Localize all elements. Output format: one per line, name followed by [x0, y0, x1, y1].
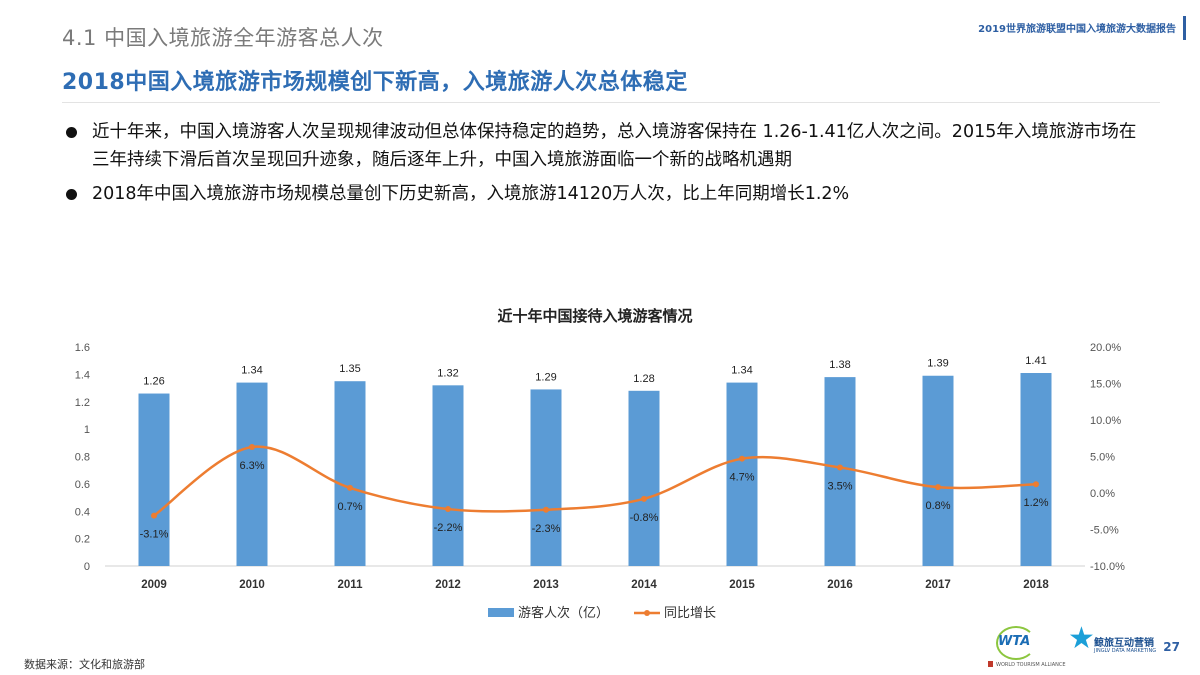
legend-line-label: 同比增长 [664, 605, 716, 620]
bar [726, 382, 758, 566]
wta-logo: WTA WORLD TOURISM ALLIANCE [988, 626, 1066, 670]
bar [824, 377, 856, 566]
report-tag: 2019世界旅游联盟中国入境旅游大数据报告 [978, 24, 1176, 35]
bar [236, 382, 268, 566]
x-tick-label: 2014 [631, 579, 657, 591]
bar [432, 385, 464, 566]
growth-point [1033, 481, 1039, 488]
bar-value-label: 1.39 [927, 358, 948, 370]
y-left-tick-label: 0.8 [75, 452, 90, 464]
growth-point [935, 484, 941, 491]
growth-point [739, 455, 745, 462]
jinglv-logo-name: 鲸旅互动营销 [1094, 638, 1154, 649]
header-divider [62, 102, 1160, 103]
y-right-tick-label: 15.0% [1090, 379, 1121, 391]
bar [334, 381, 366, 566]
x-tick-label: 2009 [141, 579, 167, 591]
x-tick-label: 2016 [827, 579, 853, 591]
report-tag-bar [1183, 16, 1186, 40]
y-left-tick-label: 1.2 [75, 397, 90, 409]
bar [922, 375, 954, 566]
bar-value-label: 1.29 [535, 371, 556, 383]
x-tick-label: 2010 [239, 579, 265, 591]
y-right-tick-label: -10.0% [1090, 561, 1125, 573]
chart-title: 近十年中国接待入境游客情况 [497, 307, 692, 325]
growth-value-label: -3.1% [140, 529, 169, 541]
growth-value-label: 4.7% [729, 472, 754, 484]
chart-container: 近十年中国接待入境游客情况 0 0.2 0.4 0.6 0.8 1 1.2 1.4 1.6 -10.… [60, 295, 1160, 635]
bar-value-label: 1.34 [241, 365, 262, 377]
page-headline: 2018中国入境旅游市场规模创下新高，入境旅游人次总体稳定 [62, 70, 688, 95]
growth-point [837, 464, 843, 471]
y-left-tick-label: 1.6 [75, 342, 90, 354]
bullet-dot-icon [66, 127, 77, 138]
growth-value-label: -2.3% [532, 523, 561, 535]
bar-value-label: 1.35 [339, 363, 360, 375]
combo-chart: 近十年中国接待入境游客情况 0 0.2 0.4 0.6 0.8 1 1.2 1.4 1.6 -10.… [75, 307, 1125, 620]
growth-value-label: -2.2% [434, 522, 463, 534]
legend-line-marker [644, 610, 650, 616]
bar [628, 390, 660, 566]
bullet-dot-icon [66, 189, 77, 200]
growth-value-label: 3.5% [827, 480, 852, 492]
wta-ring-icon [996, 626, 1036, 660]
growth-point [543, 506, 549, 513]
x-tick-label: 2011 [338, 579, 364, 591]
bar-value-label: 1.26 [143, 376, 164, 388]
growth-value-label: 0.8% [925, 500, 950, 512]
y-left-tick-label: 0.4 [75, 506, 90, 518]
legend-bar-swatch [488, 608, 514, 617]
growth-point [445, 506, 451, 513]
bar-value-label: 1.28 [633, 373, 654, 385]
page-number: 27 [1163, 640, 1180, 654]
y-right-tick-label: -5.0% [1090, 525, 1119, 537]
y-right-tick-label: 20.0% [1090, 342, 1121, 354]
y-left-tick-label: 1.4 [75, 369, 90, 381]
star-icon: ★ [1068, 621, 1095, 656]
growth-value-label: -0.8% [630, 512, 659, 524]
bar-value-label: 1.38 [829, 359, 850, 371]
growth-line [153, 445, 1037, 517]
x-tick-label: 2012 [435, 579, 461, 591]
growth-value-label: 0.7% [337, 501, 362, 513]
growth-value-label: 1.2% [1023, 497, 1048, 509]
x-tick-label: 2018 [1023, 579, 1049, 591]
wta-logo-sub: WORLD TOURISM ALLIANCE [996, 662, 1066, 668]
bullet-text: 2018年中国入境旅游市场规模总量创下历史新高，入境旅游14120万人次，比上年… [92, 184, 850, 204]
y-right-tick-label: 5.0% [1090, 452, 1115, 464]
bullet-item: 近十年来，中国入境游客人次呈现规律波动但总体保持稳定的趋势，总入境游客保持在 1… [62, 118, 1152, 174]
y-left-tick-label: 0.2 [75, 534, 90, 546]
jinglv-logo: ★ 鲸旅互动营销 JINGLV DATA MARKETING [1066, 624, 1156, 670]
y-right-tick-label: 10.0% [1090, 415, 1121, 427]
bar-value-label: 1.34 [731, 365, 752, 377]
section-title: 4.1 中国入境旅游全年游客总人次 [62, 26, 384, 50]
bullet-list: 近十年来，中国入境游客人次呈现规律波动但总体保持稳定的趋势，总入境游客保持在 1… [62, 118, 1152, 214]
bullet-text: 近十年来，中国入境游客人次呈现规律波动但总体保持稳定的趋势，总入境游客保持在 1… [92, 122, 1137, 170]
growth-point [249, 444, 255, 451]
growth-point [347, 484, 353, 491]
growth-value-label: 6.3% [239, 460, 264, 472]
x-tick-label: 2017 [925, 579, 951, 591]
bullet-item: 2018年中国入境旅游市场规模总量创下历史新高，入境旅游14120万人次，比上年… [62, 180, 1152, 208]
wta-mark-icon [988, 661, 993, 667]
data-source: 数据来源：文化和旅游部 [24, 658, 145, 671]
bar [1020, 373, 1052, 566]
x-tick-label: 2013 [533, 579, 559, 591]
bar [138, 393, 170, 566]
y-left-tick-label: 0 [84, 561, 90, 573]
y-left-tick-label: 0.6 [75, 479, 90, 491]
bar-value-label: 1.41 [1025, 355, 1046, 367]
growth-point [151, 512, 157, 519]
growth-point [641, 495, 647, 502]
bar [530, 389, 562, 566]
legend-bar-label: 游客人次（亿） [518, 605, 609, 620]
y-right-tick-label: 0.0% [1090, 488, 1115, 500]
y-left-tick-label: 1 [84, 424, 90, 436]
wta-logo-text: WTA [998, 634, 1031, 649]
x-tick-label: 2015 [729, 579, 755, 591]
bar-value-label: 1.32 [437, 367, 458, 379]
jinglv-logo-en: JINGLV DATA MARKETING [1094, 648, 1157, 654]
